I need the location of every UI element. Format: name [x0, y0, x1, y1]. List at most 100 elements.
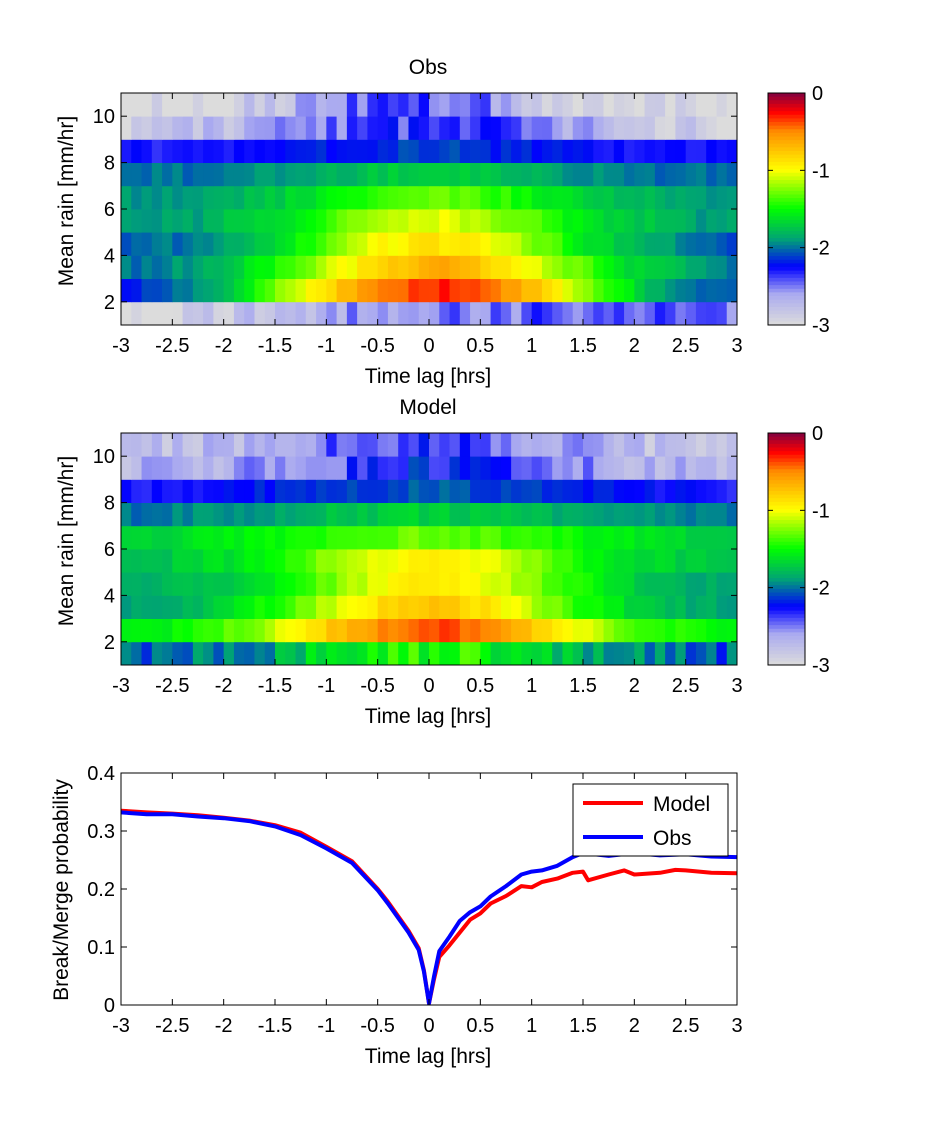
heatmap-cell	[275, 93, 286, 117]
heatmap-cell	[572, 255, 584, 279]
colorbar-segment	[768, 256, 805, 261]
heatmap-cell	[634, 595, 645, 619]
heatmap-cell	[244, 139, 255, 163]
heatmap-cell	[162, 433, 173, 457]
heatmap-cell	[275, 641, 286, 666]
heatmap-cell	[695, 209, 707, 233]
heatmap-cell	[531, 301, 543, 326]
heatmap-cell	[418, 232, 430, 256]
heatmap-cell	[367, 456, 379, 480]
heatmap-cell	[172, 433, 183, 457]
y-tick-label: 4	[104, 245, 115, 267]
heatmap-cell	[192, 209, 204, 233]
heatmap-cell	[213, 278, 225, 303]
heatmap-cell	[511, 618, 522, 643]
heatmap-cell	[203, 525, 214, 550]
y-tick-label: 0	[104, 995, 115, 1017]
heatmap-cell	[716, 433, 728, 457]
heatmap-cell	[203, 162, 214, 187]
heatmap-cell	[613, 456, 625, 480]
heatmap-cell	[141, 185, 153, 210]
heatmap-cell	[644, 162, 656, 187]
heatmap-cell	[562, 549, 574, 573]
heatmap-cell	[583, 93, 594, 117]
heatmap-cell	[346, 93, 358, 117]
heatmap-cell	[541, 456, 553, 480]
heatmap-cell	[121, 232, 132, 256]
heatmap-cell	[162, 185, 173, 210]
colorbar-segment	[768, 306, 805, 311]
heatmap-cell	[624, 255, 635, 279]
heatmap-cell	[675, 278, 687, 303]
heatmap-cell	[131, 502, 142, 527]
heatmap-cell	[480, 278, 491, 303]
heatmap-cell	[654, 185, 666, 210]
heatmap-cell	[665, 595, 676, 619]
heatmap-cell	[716, 93, 728, 117]
heatmap-cell	[593, 456, 604, 480]
heatmap-cell	[459, 116, 471, 140]
heatmap-cell	[162, 209, 173, 233]
heatmap-cell	[295, 479, 307, 503]
y-tick-label: 8	[104, 493, 115, 515]
heatmap-cell	[151, 278, 163, 303]
heatmap-cell	[264, 433, 276, 457]
probability-y-label: Break/Merge probability	[50, 779, 73, 1001]
heatmap-cell	[387, 93, 399, 117]
heatmap-cell	[541, 232, 553, 256]
heatmap-cell	[726, 116, 738, 140]
heatmap-cell	[182, 139, 194, 163]
colorbar-tick-label: -1	[812, 500, 830, 522]
heatmap-cell	[695, 116, 707, 140]
heatmap-cell	[541, 572, 553, 596]
heatmap-cell	[254, 502, 266, 527]
heatmap-cell	[295, 525, 307, 550]
heatmap-cell	[593, 525, 604, 550]
heatmap-cell	[121, 456, 132, 480]
heatmap-cell	[439, 116, 450, 140]
heatmap-cell	[305, 232, 317, 256]
heatmap-cell	[562, 139, 574, 163]
heatmap-cell	[182, 525, 194, 550]
heatmap-cell	[490, 433, 502, 457]
heatmap-cell	[459, 456, 471, 480]
heatmap-cell	[223, 209, 235, 233]
heatmap-cell	[254, 618, 266, 643]
heatmap-cell	[470, 479, 481, 503]
heatmap-cell	[583, 232, 594, 256]
legend: Model Obs	[572, 783, 729, 857]
heatmap-cell	[141, 502, 153, 527]
heatmap-cell	[470, 162, 481, 187]
heatmap-cell	[151, 549, 163, 573]
heatmap-cell	[634, 278, 645, 303]
heatmap-cell	[141, 255, 153, 279]
heatmap-cell	[572, 502, 584, 527]
heatmap-cell	[275, 502, 286, 527]
heatmap-cell	[346, 456, 358, 480]
heatmap-cell	[223, 162, 235, 187]
colorbar-segment	[768, 505, 805, 510]
heatmap-cell	[233, 209, 245, 233]
heatmap-cell	[223, 479, 235, 503]
colorbar-segment	[768, 140, 805, 145]
heatmap-cell	[121, 301, 132, 326]
heatmap-cell	[726, 549, 738, 573]
x-tick-label: -2.5	[155, 335, 189, 357]
heatmap-cell	[244, 618, 255, 643]
heatmap-cell	[162, 301, 173, 326]
heatmap-cell	[367, 595, 379, 619]
colorbar-segment	[768, 209, 805, 214]
heatmap-cell	[572, 209, 584, 233]
heatmap-cell	[511, 93, 522, 117]
heatmap-cell	[367, 185, 379, 210]
heatmap-cell	[192, 255, 204, 279]
heatmap-cell	[213, 502, 225, 527]
heatmap-cell	[357, 525, 368, 550]
heatmap-cell	[141, 525, 153, 550]
colorbar-segment	[768, 654, 805, 659]
colorbar-segment	[768, 636, 805, 641]
heatmap-cell	[244, 93, 255, 117]
heatmap-cell	[367, 93, 379, 117]
heatmap-cell	[305, 502, 317, 527]
heatmap-cell	[685, 618, 697, 643]
